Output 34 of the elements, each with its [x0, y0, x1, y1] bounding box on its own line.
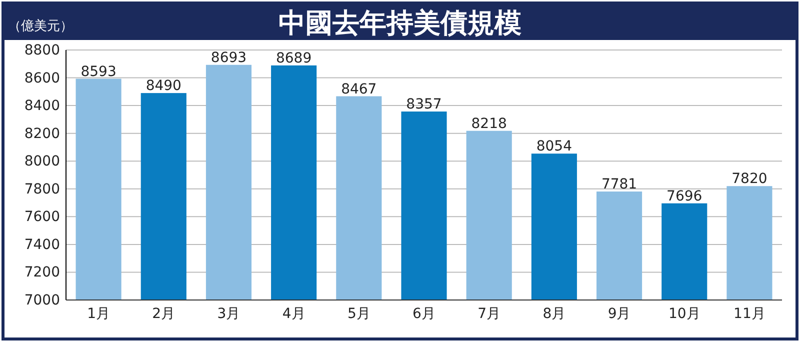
chart-title: 中國去年持美債規模 — [278, 8, 522, 39]
x-tick-label: 7月 — [478, 306, 501, 322]
data-label: 8693 — [210, 50, 247, 66]
x-tick-label: 8月 — [542, 306, 566, 322]
y-tick-label: 8400 — [24, 98, 60, 114]
y-tick-label: 8600 — [24, 70, 60, 86]
x-tick-label: 11月 — [734, 306, 766, 322]
y-tick-label: 7400 — [24, 236, 60, 253]
data-label: 7781 — [601, 176, 638, 193]
y-tick-label: 8800 — [24, 42, 60, 58]
data-label: 8490 — [146, 78, 182, 94]
y-tick-label: 7000 — [24, 292, 60, 308]
x-tick-label: 2月 — [152, 306, 176, 322]
y-tick-label: 7800 — [24, 181, 60, 198]
x-tick-label: 10月 — [668, 306, 700, 322]
y-tick-label: 8200 — [24, 126, 60, 142]
y-tick-label: 7600 — [24, 209, 60, 226]
data-label: 8218 — [471, 116, 507, 132]
x-tick-label: 3月 — [217, 306, 240, 322]
y-tick-label: 8000 — [24, 154, 60, 170]
data-label: 7820 — [732, 171, 768, 188]
data-label: 8467 — [341, 81, 377, 98]
x-tick-label: 1月 — [87, 306, 110, 322]
data-label: 8689 — [276, 50, 312, 66]
x-tick-label: 5月 — [347, 306, 370, 322]
data-label: 7696 — [666, 188, 702, 204]
data-label: 8357 — [406, 96, 442, 113]
y-axis-title: （億美元） — [8, 18, 73, 34]
x-tick-label: 9月 — [608, 306, 631, 322]
x-tick-label: 4月 — [282, 306, 306, 322]
y-tick-label: 7200 — [24, 264, 60, 281]
data-label: 8054 — [536, 138, 572, 155]
data-label: 8593 — [80, 64, 116, 80]
x-tick-label: 6月 — [412, 306, 436, 322]
